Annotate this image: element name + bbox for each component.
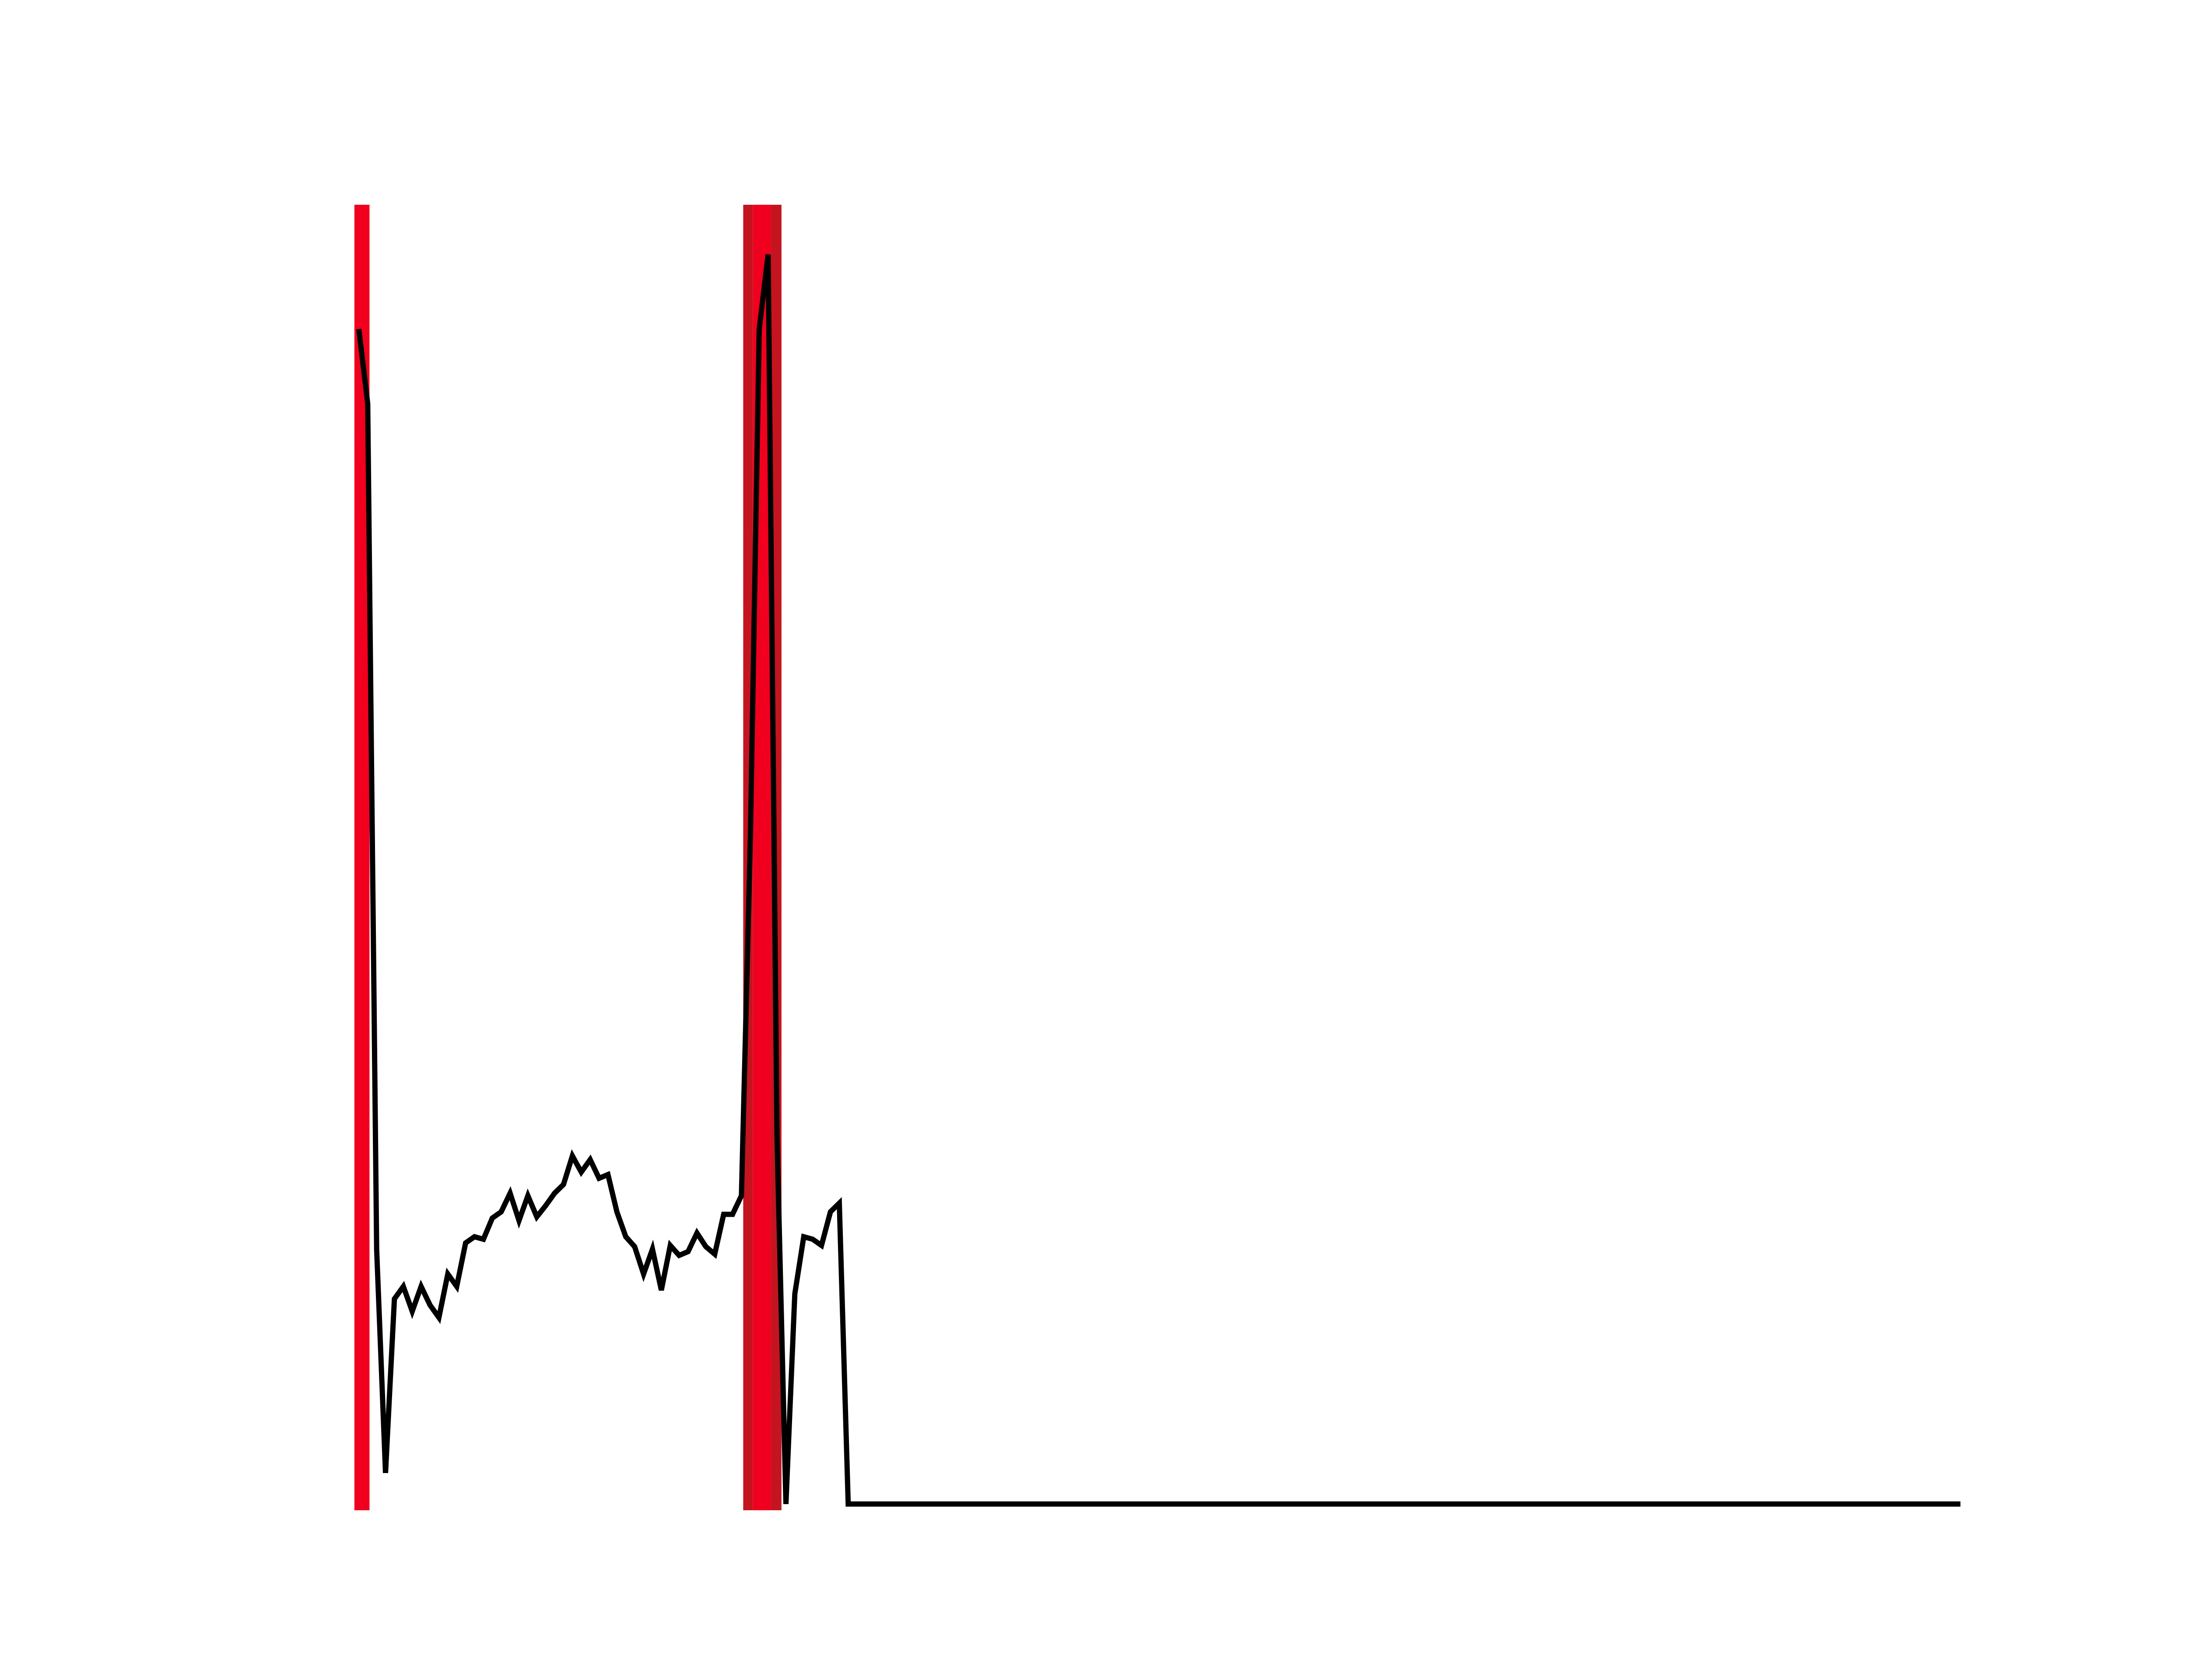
series-line-0 [356, 254, 1960, 1507]
highlight-bands [354, 205, 782, 1510]
series-lines [356, 254, 1960, 1507]
